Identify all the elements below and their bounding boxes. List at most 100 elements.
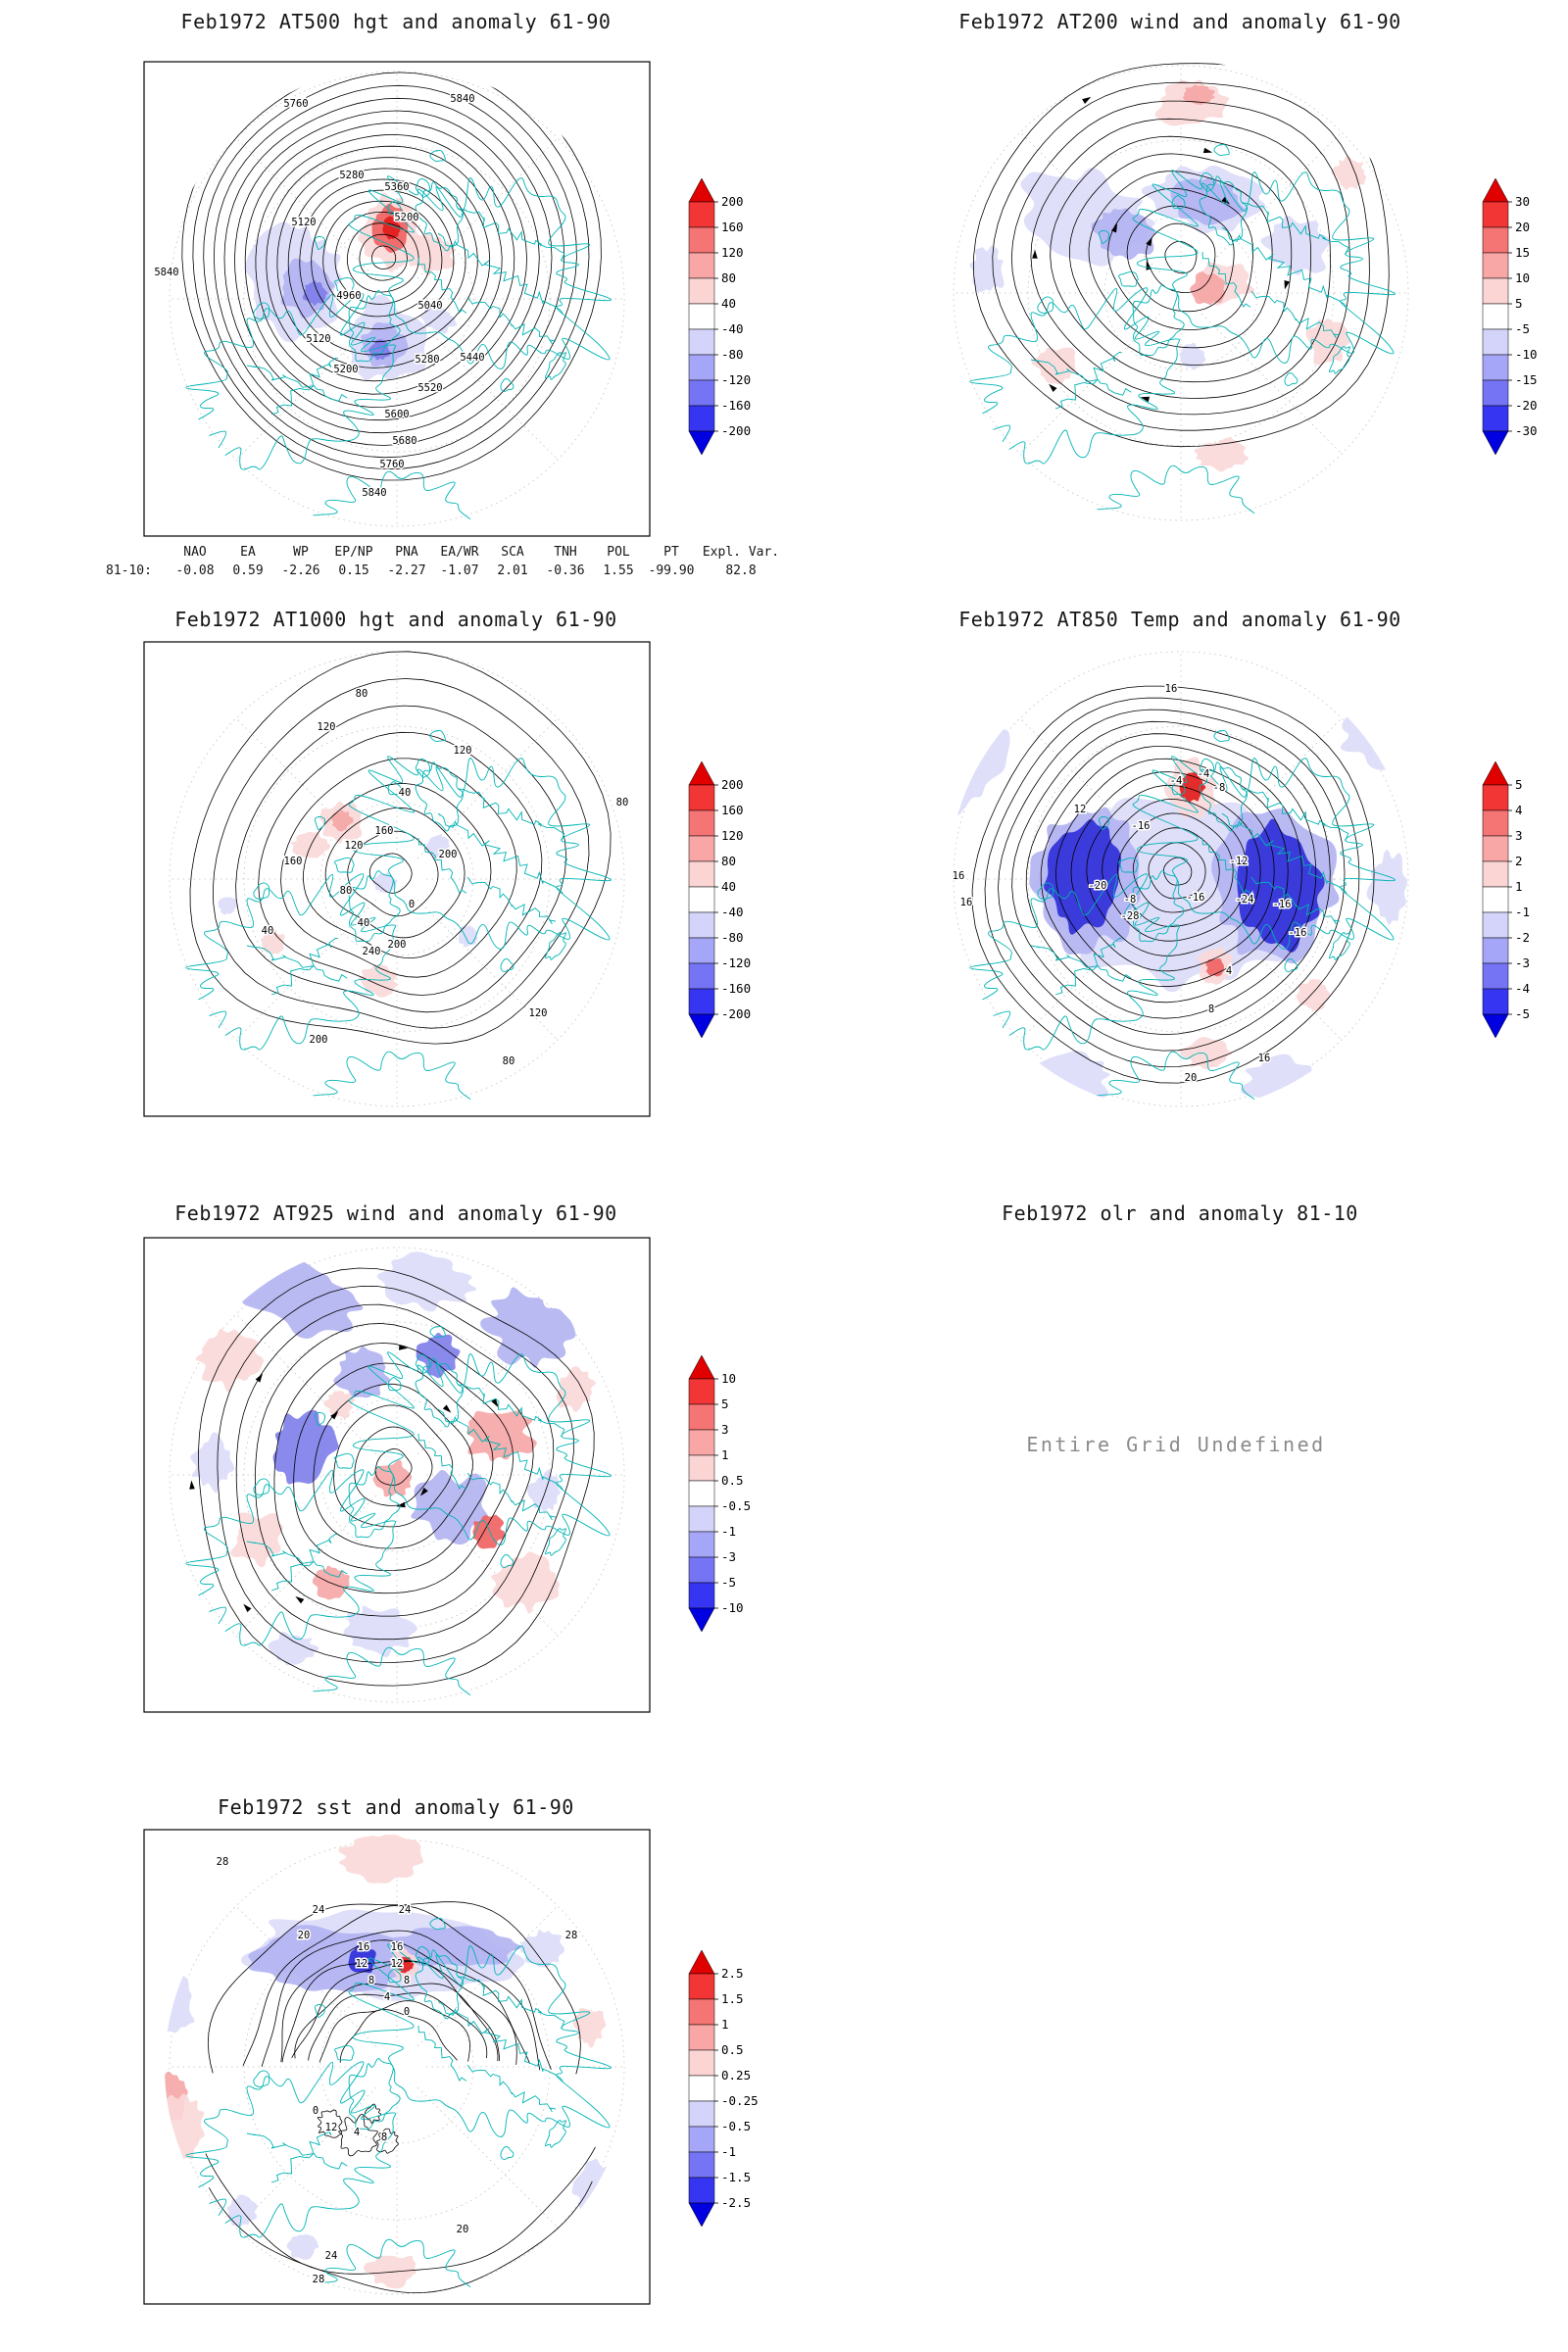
svg-text:28: 28 <box>313 2274 325 2285</box>
svg-text:200: 200 <box>439 849 458 860</box>
svg-text:-5: -5 <box>1515 1006 1530 1021</box>
svg-text:-24: -24 <box>1236 894 1254 906</box>
svg-text:-10: -10 <box>1515 347 1538 362</box>
panel-title-at1000: Feb1972 AT1000 hgt and anomaly 61-90 <box>174 608 617 631</box>
svg-text:24: 24 <box>399 1904 412 1916</box>
svg-text:-0.25: -0.25 <box>721 2093 759 2108</box>
svg-text:-16: -16 <box>1289 927 1307 939</box>
panel-title-at925: Feb1972 AT925 wind and anomaly 61-90 <box>174 1201 617 1225</box>
tele-value: -0.36 <box>546 564 585 578</box>
svg-text:40: 40 <box>399 787 412 799</box>
svg-text:20: 20 <box>457 2224 469 2235</box>
svg-text:5280: 5280 <box>339 170 364 181</box>
svg-text:15: 15 <box>1515 245 1530 260</box>
svg-text:-1: -1 <box>721 2144 736 2159</box>
svg-text:12: 12 <box>391 1958 404 1970</box>
svg-text:-28: -28 <box>1121 910 1140 922</box>
svg-text:120: 120 <box>454 745 472 757</box>
svg-text:-16: -16 <box>1273 899 1292 910</box>
svg-text:5120: 5120 <box>291 217 316 228</box>
svg-text:2.5: 2.5 <box>721 1966 744 1981</box>
svg-text:120: 120 <box>345 840 364 852</box>
svg-text:16: 16 <box>953 870 965 882</box>
svg-text:3: 3 <box>721 1422 729 1437</box>
svg-text:-120: -120 <box>721 372 751 387</box>
svg-text:5120: 5120 <box>306 333 330 345</box>
svg-text:-1: -1 <box>1515 905 1530 919</box>
svg-text:4: 4 <box>354 2127 360 2138</box>
svg-text:5840: 5840 <box>450 93 474 105</box>
svg-text:-16: -16 <box>1132 820 1151 832</box>
svg-text:200: 200 <box>310 1034 328 1046</box>
map-at850: 16 -4 -8 -4 -16 -16 -8 -20 -24 -28 -12 -16 4 8 16 20 16 1… <box>927 641 1435 1117</box>
svg-text:-5: -5 <box>721 1575 736 1590</box>
svg-text:80: 80 <box>356 688 368 700</box>
svg-text:-2.5: -2.5 <box>721 2195 751 2210</box>
svg-text:16: 16 <box>358 1941 370 1953</box>
svg-text:28: 28 <box>565 1930 578 1941</box>
svg-text:80: 80 <box>721 854 736 868</box>
svg-text:24: 24 <box>325 2250 338 2262</box>
svg-text:-4: -4 <box>1515 981 1530 996</box>
tele-value: -99.90 <box>648 564 695 578</box>
svg-text:4: 4 <box>1515 803 1523 817</box>
map-sst: 28 24 24 20 16 16 12 12 8 8 4 0 28 0 12 4 8 24 28 20 <box>143 1829 651 2305</box>
svg-text:16: 16 <box>391 1941 404 1953</box>
svg-text:160: 160 <box>375 825 394 837</box>
svg-text:5840: 5840 <box>154 267 178 278</box>
svg-text:20: 20 <box>1185 1072 1198 1084</box>
map-at1000: 80 120 120 40 160 200 120 160 80 40 240 200 120 80 80 4… <box>143 641 651 1117</box>
svg-text:40: 40 <box>721 296 736 311</box>
svg-text:-3: -3 <box>721 1549 736 1564</box>
svg-text:16: 16 <box>960 897 973 908</box>
tele-value: -2.26 <box>281 564 320 578</box>
svg-text:16: 16 <box>1165 683 1178 695</box>
svg-text:8: 8 <box>1208 1004 1214 1015</box>
svg-text:1: 1 <box>721 1447 729 1462</box>
tele-header: EP/NP <box>334 545 373 560</box>
svg-text:-3: -3 <box>1515 956 1530 970</box>
svg-text:-200: -200 <box>721 423 751 438</box>
svg-text:0.5: 0.5 <box>721 1473 744 1488</box>
svg-text:-30: -30 <box>1515 423 1538 438</box>
svg-text:120: 120 <box>721 828 744 843</box>
svg-text:80: 80 <box>340 885 353 897</box>
svg-text:200: 200 <box>388 939 407 951</box>
svg-text:0: 0 <box>313 2105 318 2117</box>
svg-text:-4: -4 <box>1170 775 1183 787</box>
olr-undefined-message: Entire Grid Undefined <box>1026 1433 1326 1456</box>
svg-text:10: 10 <box>1515 270 1530 285</box>
tele-header: SCA <box>501 545 524 560</box>
svg-text:8: 8 <box>381 2132 387 2143</box>
svg-text:5200: 5200 <box>394 212 418 223</box>
svg-text:5440: 5440 <box>460 352 484 364</box>
svg-text:-160: -160 <box>721 981 751 996</box>
svg-text:80: 80 <box>616 797 629 808</box>
svg-text:-200: -200 <box>721 1006 751 1021</box>
svg-text:40: 40 <box>721 879 736 894</box>
tele-row-label: 81-10: <box>106 564 152 578</box>
colorbar-at1000: 200 160 120 80 40 -40 -80 -120 -160 -200 <box>686 760 764 1045</box>
tele-header: NAO <box>183 545 207 560</box>
svg-text:5: 5 <box>1515 296 1523 311</box>
map-at500: 5760 5840 5840 5360 5280 5200 5120 5040 4960 5120… <box>143 61 651 537</box>
svg-text:30: 30 <box>1515 194 1530 209</box>
svg-text:240: 240 <box>363 946 381 957</box>
map-at925 <box>143 1237 651 1713</box>
svg-text:160: 160 <box>284 856 303 867</box>
svg-text:24: 24 <box>313 1904 325 1916</box>
svg-text:28: 28 <box>217 1856 229 1868</box>
panel-title-olr: Feb1972 olr and anomaly 81-10 <box>1002 1201 1358 1225</box>
panel-title-at200: Feb1972 AT200 wind and anomaly 61-90 <box>958 10 1401 33</box>
tele-value: 0.15 <box>338 564 369 578</box>
svg-text:-120: -120 <box>721 956 751 970</box>
svg-text:4960: 4960 <box>336 290 361 302</box>
colorbar-at925: 10 5 3 1 0.5 -0.5 -1 -3 -5 -10 <box>686 1354 764 1639</box>
svg-text:12: 12 <box>356 1958 368 1970</box>
svg-text:-4: -4 <box>1198 768 1210 780</box>
colorbar-at500: 200 160 120 80 40 -40 -80 -120 -160 -200 <box>686 177 764 462</box>
svg-text:-40: -40 <box>721 321 744 336</box>
svg-text:-160: -160 <box>721 398 751 413</box>
svg-text:-40: -40 <box>721 905 744 919</box>
